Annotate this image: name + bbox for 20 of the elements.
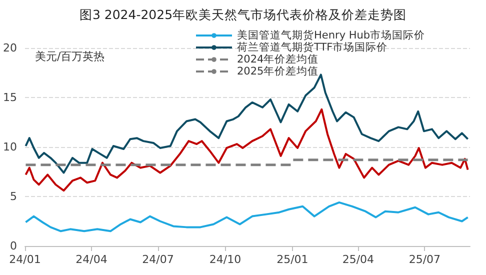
x-tick-label: 25/01: [276, 253, 308, 266]
y-tick-label: 20: [3, 42, 17, 54]
x-tick-label: 24/04: [76, 253, 108, 266]
legend-label: 2024年价差均值: [237, 54, 319, 66]
x-tick-label: 25/07: [408, 253, 441, 266]
line-series: [24, 201, 469, 232]
x-tick-label: 24/10: [209, 253, 242, 266]
y-tick-label: 0: [10, 240, 17, 252]
x-tick-label: 24/01: [9, 253, 41, 266]
legend-label: 美国管道气期货Henry Hub市场国际价: [237, 28, 426, 42]
legend-label: 2025年价差均值: [237, 66, 319, 78]
x-tick-label: 24/07: [142, 253, 174, 266]
line-series: [24, 108, 469, 192]
legend-label: 荷兰管道气期货TTF市场国际价: [237, 40, 388, 54]
x-tick-label: 25/04: [342, 253, 374, 266]
y-tick-label: 15: [3, 91, 17, 104]
y-tick-label: 10: [3, 140, 17, 154]
y-tick-label: 5: [10, 190, 17, 203]
chart-title: 图3 2024-2025年欧美天然气市场代表价格及价差走势图: [79, 7, 407, 22]
y-axis-title: 美元/百万英热: [35, 50, 105, 63]
